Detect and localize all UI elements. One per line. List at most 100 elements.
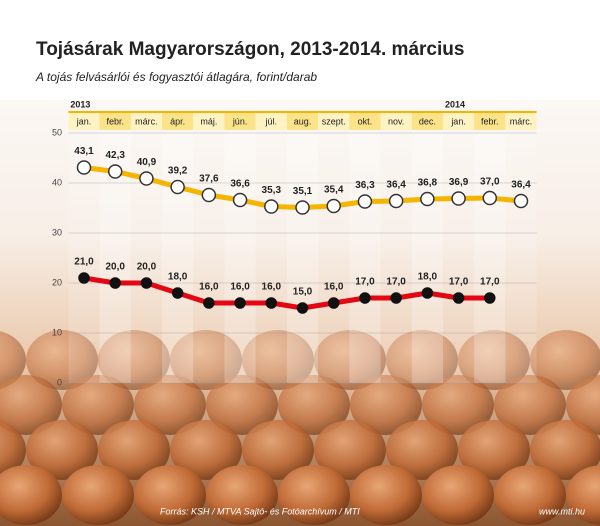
data-label: 36,4	[511, 180, 531, 191]
egg	[530, 420, 600, 480]
category-band	[349, 113, 381, 130]
point	[234, 297, 246, 309]
egg	[494, 465, 566, 525]
x-tick-label: márc.	[510, 116, 533, 126]
egg	[350, 465, 422, 525]
data-label: 18,0	[418, 272, 438, 283]
egg	[134, 375, 206, 435]
y-tick-label: 20	[52, 277, 62, 287]
category-band	[99, 113, 131, 130]
point	[388, 193, 404, 209]
category-band	[442, 113, 475, 130]
data-label: 17,0	[355, 277, 375, 288]
point	[420, 191, 435, 207]
data-label: 43,1	[74, 146, 94, 157]
egg	[242, 420, 314, 480]
point	[327, 297, 340, 309]
data-label: 17,0	[449, 277, 469, 288]
category-band	[68, 113, 100, 130]
point	[390, 292, 402, 304]
egg	[170, 330, 242, 390]
point	[203, 297, 215, 309]
egg	[350, 375, 422, 435]
data-label: 16,0	[199, 282, 219, 293]
column-band	[318, 130, 350, 383]
egg	[566, 375, 600, 435]
x-tick-label: szept.	[322, 116, 346, 126]
column-band	[411, 130, 443, 383]
y-tick-label: 40	[52, 177, 62, 187]
point	[451, 191, 466, 206]
data-label: 20,0	[137, 262, 157, 273]
year-label: 2014	[445, 99, 465, 109]
data-label: 17,0	[480, 277, 500, 288]
egg-photo	[0, 330, 600, 525]
x-tick-label: jan.	[450, 116, 466, 126]
egg	[530, 330, 600, 390]
data-label: 35,3	[262, 185, 282, 196]
point	[201, 187, 217, 203]
data-label: 35,4	[324, 185, 344, 196]
egg	[422, 465, 494, 525]
chart-subtitle: A tojás felvásárlói és fogyasztói átlagá…	[35, 70, 317, 84]
egg	[458, 420, 530, 480]
point	[140, 277, 153, 289]
point	[326, 198, 341, 214]
data-label: 36,6	[230, 179, 250, 190]
data-label: 16,0	[230, 282, 250, 293]
category-band	[162, 113, 194, 130]
category-band	[130, 113, 163, 130]
data-label: 16,0	[262, 282, 282, 293]
column-band	[162, 130, 194, 383]
egg	[314, 330, 386, 390]
egg	[386, 420, 458, 480]
point	[109, 277, 121, 289]
egg	[170, 420, 242, 480]
egg	[458, 330, 530, 390]
egg	[0, 421, 26, 479]
egg	[566, 465, 600, 525]
point	[139, 171, 154, 186]
point	[232, 192, 248, 208]
data-label: 37,0	[480, 177, 500, 188]
data-label: 36,4	[386, 180, 406, 191]
point	[513, 193, 529, 209]
point	[107, 164, 123, 179]
y-tick-label: 10	[52, 327, 62, 337]
egg	[242, 330, 314, 390]
point	[482, 190, 498, 206]
category-band	[411, 113, 443, 130]
x-tick-label: nov.	[388, 116, 404, 126]
year-label: 2013	[70, 99, 90, 109]
egg	[26, 420, 98, 480]
column-band	[193, 130, 225, 383]
point	[170, 179, 185, 195]
category-band	[380, 113, 412, 130]
egg	[26, 330, 98, 390]
data-label: 18,0	[168, 272, 188, 283]
point	[452, 292, 465, 304]
egg	[278, 465, 350, 525]
column-band	[474, 130, 506, 383]
egg	[98, 330, 170, 390]
data-label: 40,9	[137, 157, 157, 168]
egg	[0, 375, 62, 435]
egg	[278, 375, 350, 435]
point	[484, 292, 496, 304]
x-tick-label: okt.	[358, 116, 373, 126]
y-tick-label: 0	[57, 377, 62, 387]
data-label: 16,0	[324, 282, 344, 293]
egg	[386, 330, 458, 390]
egg	[206, 375, 278, 435]
egg	[62, 375, 134, 435]
source: Forrás: KSH / MTVA Sajtó- és Fotóarchívu…	[160, 506, 360, 516]
category-band	[255, 113, 287, 130]
point	[357, 194, 373, 209]
egg	[62, 465, 134, 525]
column-band	[255, 130, 287, 383]
data-label: 42,3	[105, 150, 125, 161]
y-tick-label: 50	[52, 127, 62, 137]
point	[76, 160, 92, 175]
column-band	[505, 130, 537, 383]
data-label: 39,2	[168, 166, 188, 177]
